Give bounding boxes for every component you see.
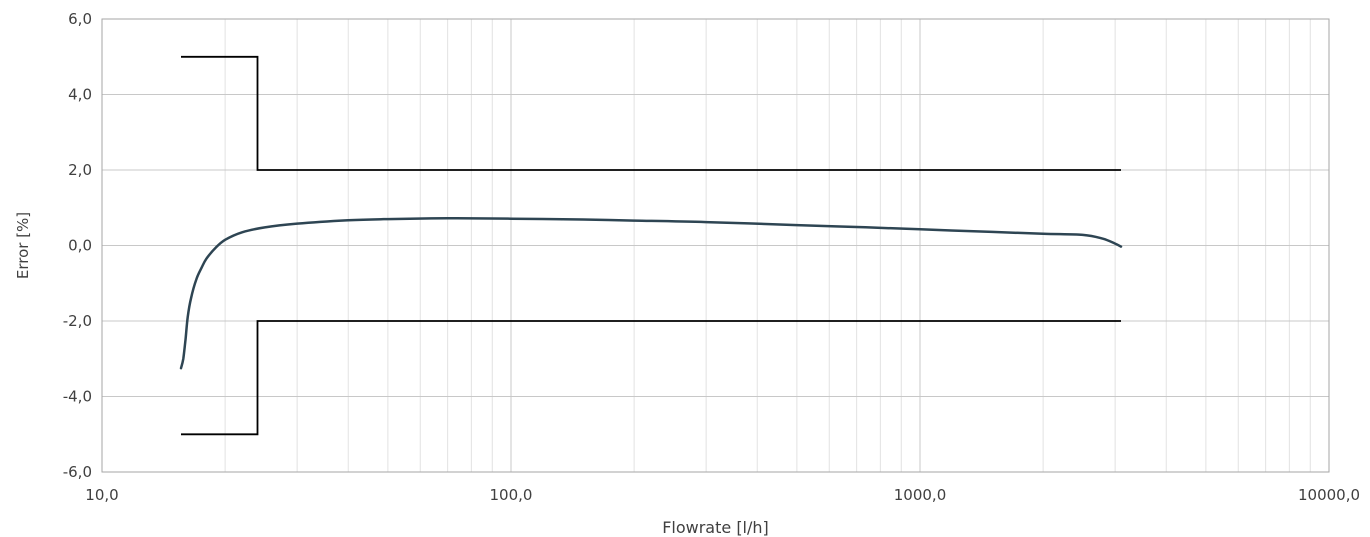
x-tick-label: 10000,0: [1298, 486, 1360, 504]
y-tick-label: -2,0: [63, 312, 92, 330]
series-layer: [179, 55, 1123, 436]
y-tick-label: 4,0: [68, 86, 92, 104]
y-axis-tick-labels: 6,0 4,0 2,0 0,0 -2,0 -4,0 -6,0: [63, 10, 92, 481]
plot-area-border: [101, 18, 1330, 473]
x-axis-label: Flowrate [l/h]: [662, 518, 769, 537]
y-tick-label: 0,0: [68, 237, 92, 255]
x-tick-label: 10,0: [85, 486, 118, 504]
y-tick-label: 2,0: [68, 161, 92, 179]
x-axis-tick-labels: 10,0 100,0 1000,0 10000,0: [85, 486, 1360, 504]
y-tick-label: 6,0: [68, 10, 92, 28]
upper-limit-line: [181, 55, 1121, 171]
x-tick-label: 100,0: [490, 486, 533, 504]
x-tick-label: 1000,0: [894, 486, 947, 504]
y-axis-label: Error [%]: [14, 212, 32, 279]
lower-limit-line: [181, 320, 1121, 436]
error-curve-line: [179, 217, 1123, 370]
major-gridlines: [101, 18, 1330, 473]
y-tick-label: -6,0: [63, 463, 92, 481]
y-tick-label: -4,0: [63, 388, 92, 406]
